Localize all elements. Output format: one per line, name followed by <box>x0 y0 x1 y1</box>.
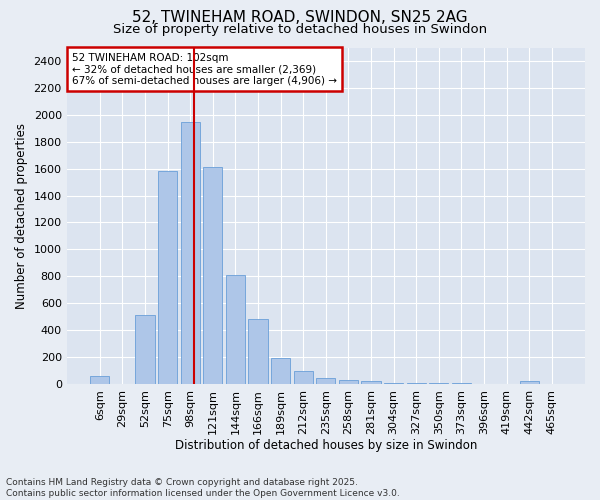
Bar <box>136 316 155 384</box>
Bar <box>248 320 268 384</box>
Bar <box>181 122 200 384</box>
Y-axis label: Number of detached properties: Number of detached properties <box>15 122 28 308</box>
Bar <box>158 172 177 384</box>
X-axis label: Distribution of detached houses by size in Swindon: Distribution of detached houses by size … <box>175 440 477 452</box>
Bar <box>339 380 358 384</box>
Text: 52, TWINEHAM ROAD, SWINDON, SN25 2AG: 52, TWINEHAM ROAD, SWINDON, SN25 2AG <box>132 10 468 25</box>
Bar <box>520 382 539 384</box>
Bar <box>384 382 403 384</box>
Bar <box>293 371 313 384</box>
Text: Contains HM Land Registry data © Crown copyright and database right 2025.
Contai: Contains HM Land Registry data © Crown c… <box>6 478 400 498</box>
Bar <box>203 168 223 384</box>
Bar <box>407 382 426 384</box>
Bar <box>361 382 380 384</box>
Text: 52 TWINEHAM ROAD: 102sqm
← 32% of detached houses are smaller (2,369)
67% of sem: 52 TWINEHAM ROAD: 102sqm ← 32% of detach… <box>72 52 337 86</box>
Bar <box>226 275 245 384</box>
Bar <box>316 378 335 384</box>
Bar <box>90 376 109 384</box>
Bar <box>271 358 290 384</box>
Text: Size of property relative to detached houses in Swindon: Size of property relative to detached ho… <box>113 22 487 36</box>
